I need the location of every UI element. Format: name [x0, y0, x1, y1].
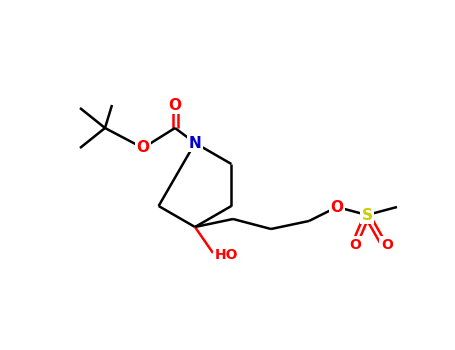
- Text: O: O: [381, 238, 393, 252]
- Text: O: O: [136, 140, 150, 155]
- Text: N: N: [189, 135, 202, 150]
- Text: O: O: [349, 238, 361, 252]
- Text: O: O: [168, 98, 182, 112]
- Text: S: S: [362, 208, 373, 223]
- Text: O: O: [330, 199, 344, 215]
- Text: HO: HO: [215, 248, 238, 262]
